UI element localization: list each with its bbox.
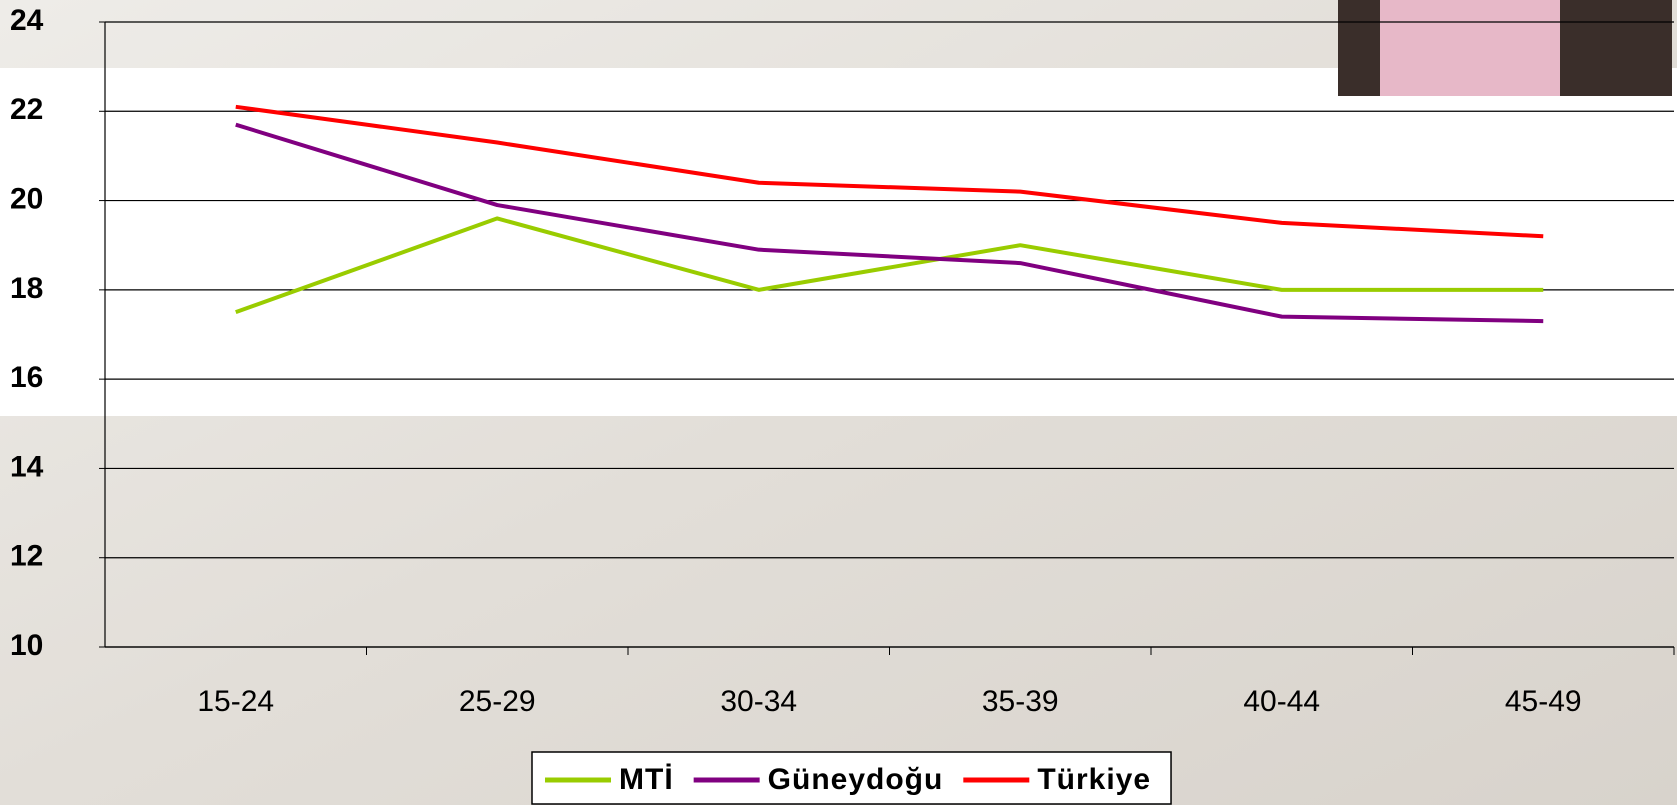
y-tick-label: 24 (10, 4, 44, 37)
legend: MTİ Güneydoğu Türkiye (532, 752, 1171, 804)
x-tick-label: 45-49 (1505, 685, 1582, 718)
y-tick-label: 18 (10, 272, 43, 305)
y-tick-label: 12 (10, 540, 43, 573)
y-tick-label: 22 (10, 93, 43, 126)
y-tick-label: 10 (10, 629, 43, 662)
y-tick-label: 20 (10, 182, 43, 215)
bright-band (0, 68, 1677, 416)
chart: 10 12 14 16 18 20 22 24 15-24 25-29 30-34 35-39 40-4… (0, 0, 1677, 805)
photo-shirt (1380, 0, 1560, 96)
legend-label: Türkiye (1037, 763, 1151, 796)
x-tick-label: 40-44 (1243, 685, 1320, 718)
x-tick-label: 25-29 (459, 685, 536, 718)
x-tick-label: 30-34 (720, 685, 797, 718)
y-tick-label: 16 (10, 361, 43, 394)
y-tick-label: 14 (10, 450, 44, 483)
legend-label: MTİ (619, 763, 674, 796)
x-tick-label: 15-24 (197, 685, 274, 718)
x-tick-label: 35-39 (982, 685, 1059, 718)
legend-label: Güneydoğu (768, 763, 944, 796)
